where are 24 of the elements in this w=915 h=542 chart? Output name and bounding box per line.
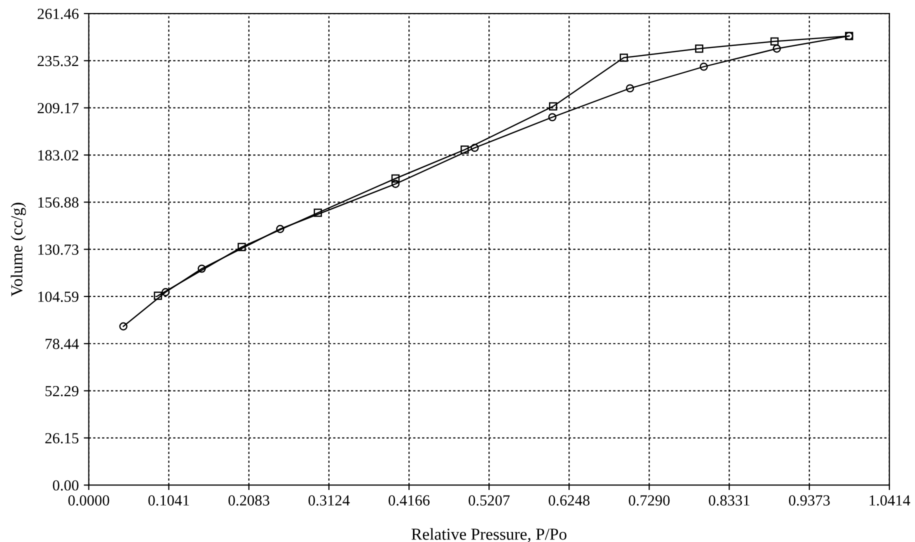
y-tick-label: 209.17 [38, 102, 79, 114]
y-tick-label: 78.44 [46, 338, 79, 350]
y-tick-label: 235.32 [38, 56, 78, 66]
x-tick-label: 0.2083 [228, 495, 270, 506]
x-tick-label: 0.5207 [468, 495, 510, 506]
x-tick-label: 1.0414 [870, 495, 910, 506]
y-tick-label: 104.59 [38, 292, 78, 302]
x-tick-label: 0.1041 [148, 495, 189, 506]
y-tick-label: 261.46 [38, 8, 79, 20]
x-tick-label: 0.6248 [548, 495, 590, 506]
x-tick-label: 0.8331 [708, 495, 750, 506]
x-tick-label: 0.3124 [308, 495, 350, 506]
x-tick-label: 0.4166 [388, 495, 430, 506]
x-axis-title: Relative Pressure, P/Po [412, 528, 566, 542]
y-tick-label: 130.73 [38, 244, 78, 255]
x-tick-label: 0.0000 [68, 495, 110, 506]
x-tick-label: 0.7290 [628, 495, 670, 506]
y-axis-title: Volume (cc/g) [10, 202, 26, 296]
y-tick-label: 156.88 [38, 197, 78, 208]
y-tick-label: 52.29 [46, 386, 78, 396]
y-tick-label: 183.02 [38, 150, 78, 161]
y-tick-label: 26.15 [45, 433, 78, 444]
y-tick-label: 0.00 [52, 480, 78, 491]
x-tick-label: 0.9373 [788, 495, 830, 506]
